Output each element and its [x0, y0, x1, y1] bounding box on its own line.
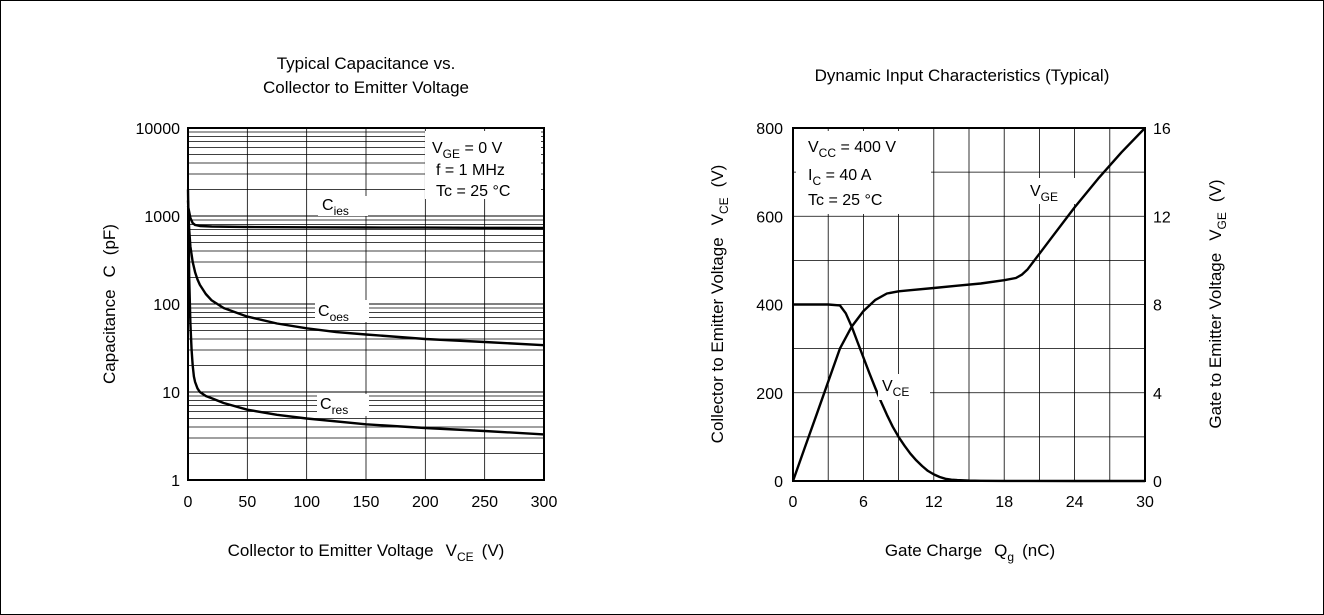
- cap-title-line2: Collector to Emitter Voltage: [263, 78, 469, 97]
- dyn-y-right-axis-label: Gate to Emitter VoltageVGE(V): [1206, 179, 1229, 428]
- cap-y-tick-label: 1: [171, 473, 180, 490]
- vge-curve: [791, 127, 1146, 482]
- cap-conditions-box: [425, 131, 541, 199]
- cap-cond-vge: VGE = 0 V: [432, 140, 503, 161]
- dyn-y-left-tick-label: 0: [774, 474, 783, 491]
- cap-plot-frame: [187, 127, 545, 481]
- cap-y-tick-label: 10000: [136, 121, 181, 138]
- dyn-x-axis-label: Gate Charge Qg (nC): [885, 541, 1055, 564]
- dyn-y-right-tick-label: 8: [1153, 298, 1162, 315]
- cies-label-bg: [318, 196, 368, 216]
- dyn-y-left-tick-label: 200: [756, 386, 783, 403]
- cap-x-tick-label: 300: [531, 494, 558, 511]
- dyn-y-right-tick-label: 16: [1153, 121, 1171, 138]
- cres-label: Cres: [320, 396, 348, 417]
- dyn-x-tick-label: 12: [925, 494, 943, 511]
- coes-label-bg: [315, 300, 369, 322]
- dyn-y-right-tick-label: 0: [1153, 474, 1162, 491]
- dyn-x-tick-label: 18: [995, 494, 1013, 511]
- dyn-x-tick-label: 0: [789, 494, 798, 511]
- cap-x-tick-label: 0: [184, 494, 193, 511]
- dyn-x-tick-label: 24: [1066, 494, 1084, 511]
- dyn-y-left-tick-label: 800: [756, 121, 783, 138]
- dyn-y-left-axis-label: Collector to Emitter VoltageVCE(V): [708, 165, 731, 444]
- dyn-x-tick-label: 30: [1136, 494, 1154, 511]
- vge-label: VGE: [1030, 183, 1058, 204]
- cies-curve: [186, 205, 545, 230]
- vge-label-bg: [1026, 178, 1076, 204]
- dyn-y-right-tick-label: 12: [1153, 209, 1171, 226]
- vce-label: VCE: [882, 378, 909, 399]
- dyn-conditions-box: [796, 131, 931, 214]
- dyn-cond-temp: Tc = 25 °C: [808, 192, 882, 209]
- dyn-cond-vcc: VCC = 400 V: [808, 139, 896, 160]
- cap-series: [186, 189, 545, 436]
- dyn-y-right-tick-label: 4: [1153, 386, 1162, 403]
- dynamic-input-chart: Dynamic Input Characteristics (Typical) …: [708, 66, 1229, 564]
- coes-label: Coes: [318, 303, 349, 324]
- cap-cond-temp: Tc = 25 °C: [436, 183, 510, 200]
- cap-x-tick-label: 250: [471, 494, 498, 511]
- cap-y-tick-label: 100: [153, 297, 180, 314]
- cap-x-axis-label: Collector to Emitter Voltage VCE (V): [228, 541, 505, 564]
- cres-curve: [186, 189, 545, 436]
- capacitance-chart: Typical Capacitance vs. Collector to Emi…: [100, 54, 557, 564]
- cap-y-tick-label: 10: [162, 385, 180, 402]
- vce-curve: [793, 303, 1145, 483]
- cap-x-tick-label: 50: [238, 494, 256, 511]
- cies-label: Cies: [322, 197, 349, 218]
- cap-y-tick-label: 1000: [144, 209, 180, 226]
- coes-curve: [186, 200, 545, 347]
- dyn-x-tick-label: 6: [859, 494, 868, 511]
- cap-x-tick-label: 200: [412, 494, 439, 511]
- cap-x-tick-label: 100: [293, 494, 320, 511]
- cap-ticks: 0 50 100 150 200 250 300 1 10 100 1000 10000: [136, 121, 558, 511]
- cap-title-line1: Typical Capacitance vs.: [277, 54, 456, 73]
- cap-x-tick-label: 150: [353, 494, 380, 511]
- cres-label-bg: [317, 394, 369, 416]
- dyn-title: Dynamic Input Characteristics (Typical): [815, 66, 1110, 85]
- dyn-cond-ic: IC = 40 A: [808, 167, 872, 188]
- dyn-series: [791, 127, 1146, 483]
- dyn-y-left-tick-label: 600: [756, 209, 783, 226]
- dyn-y-left-tick-label: 400: [756, 298, 783, 315]
- cap-cond-freq: f = 1 MHz: [436, 162, 505, 179]
- cap-y-axis-label: CapacitanceC(pF): [100, 224, 119, 384]
- vce-label-bg: [878, 374, 930, 400]
- dyn-ticks: 0 6 12 18 24 30 0 200 400 600 800 0 4 8 12 16: [756, 121, 1171, 511]
